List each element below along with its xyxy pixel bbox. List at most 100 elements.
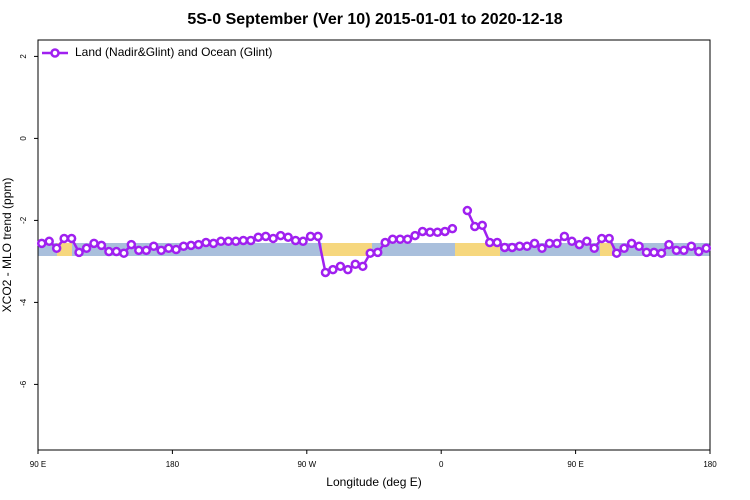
data-point (425, 227, 435, 238)
x-tick-label: 90 E (567, 460, 583, 469)
data-point (649, 247, 659, 258)
land-band (322, 243, 372, 256)
data-point (462, 205, 473, 216)
data-point (238, 235, 249, 246)
data-point (305, 231, 316, 242)
data-point (544, 238, 555, 249)
data-point (611, 248, 622, 258)
data-point (589, 243, 600, 254)
data-point (402, 234, 413, 245)
data-point (268, 233, 278, 244)
data-point (447, 223, 458, 234)
data-point (380, 237, 390, 248)
data-point (163, 243, 174, 254)
data-point (44, 236, 54, 247)
data-point (343, 264, 353, 275)
data-point (178, 241, 189, 251)
data-point (701, 243, 712, 254)
data-point (499, 242, 510, 253)
data-point (537, 243, 547, 254)
data-point (559, 231, 570, 242)
data-point (440, 226, 450, 237)
data-point (51, 243, 62, 254)
data-point (141, 245, 152, 256)
data-point (283, 232, 293, 242)
data-point (253, 232, 264, 242)
x-tick-label: 180 (166, 460, 180, 469)
data-point (81, 243, 92, 254)
data-point (66, 233, 77, 244)
data-point (634, 241, 644, 251)
data-point (522, 241, 532, 251)
data-point (641, 247, 652, 258)
data-point (664, 239, 674, 250)
data-point (686, 241, 697, 251)
data-point (260, 231, 271, 242)
data-point (231, 236, 241, 247)
data-point (626, 238, 637, 249)
data-point (656, 248, 667, 258)
land-band (600, 243, 612, 256)
data-point (387, 234, 398, 245)
y-tick-label: -4 (19, 298, 28, 306)
x-axis-label: Longitude (deg E) (326, 475, 421, 489)
data-point (171, 244, 181, 255)
data-point (216, 236, 226, 247)
data-point (290, 235, 301, 246)
data-point (477, 220, 488, 231)
data-point (134, 245, 144, 256)
data-point (552, 238, 562, 249)
x-tick-label: 0 (439, 460, 444, 469)
data-point (484, 237, 495, 248)
data-point (596, 233, 607, 244)
x-tick-label: 90 E (30, 460, 46, 469)
data-point (119, 248, 129, 258)
legend-marker (50, 48, 60, 58)
data-point (582, 236, 592, 247)
data-point (36, 238, 47, 249)
data-point (619, 243, 629, 254)
data-point (126, 239, 137, 250)
data-point (567, 236, 577, 247)
data-point (313, 231, 323, 242)
data-point (246, 235, 256, 246)
data-point (186, 240, 196, 251)
data-point (470, 221, 480, 232)
data-point (74, 247, 84, 258)
data-point (89, 238, 99, 249)
data-point (507, 242, 517, 253)
data-point (328, 264, 338, 275)
x-tick-label: 90 W (297, 460, 316, 469)
data-point (417, 226, 428, 237)
data-point (358, 261, 368, 272)
chart-title: 5S-0 September (Ver 10) 2015-01-01 to 20… (187, 11, 562, 28)
data-point (679, 245, 689, 256)
data-point (350, 259, 361, 270)
data-point (492, 237, 502, 248)
data-point (223, 236, 234, 247)
data-point (156, 245, 166, 256)
data-point (193, 239, 204, 250)
y-tick-label: 2 (19, 54, 28, 59)
data-point (410, 230, 420, 241)
legend-label: Land (Nadir&Glint) and Ocean (Glint) (75, 45, 272, 59)
y-tick-label: -2 (19, 216, 28, 224)
y-tick-label: 0 (19, 136, 28, 141)
data-point (604, 233, 614, 244)
data-point (395, 234, 405, 245)
data-point (694, 246, 704, 257)
data-point (335, 261, 346, 272)
data-point (529, 238, 540, 249)
data-point (111, 246, 122, 257)
y-tick-label: -6 (19, 380, 28, 388)
data-point (514, 241, 525, 251)
y-axis-label: XCO2 - MLO trend (ppm) (0, 178, 14, 313)
data-point (275, 230, 286, 241)
data-point (148, 241, 159, 251)
data-point (104, 246, 114, 257)
data-point (59, 233, 69, 244)
data-point (320, 267, 331, 278)
data-point (671, 245, 682, 256)
